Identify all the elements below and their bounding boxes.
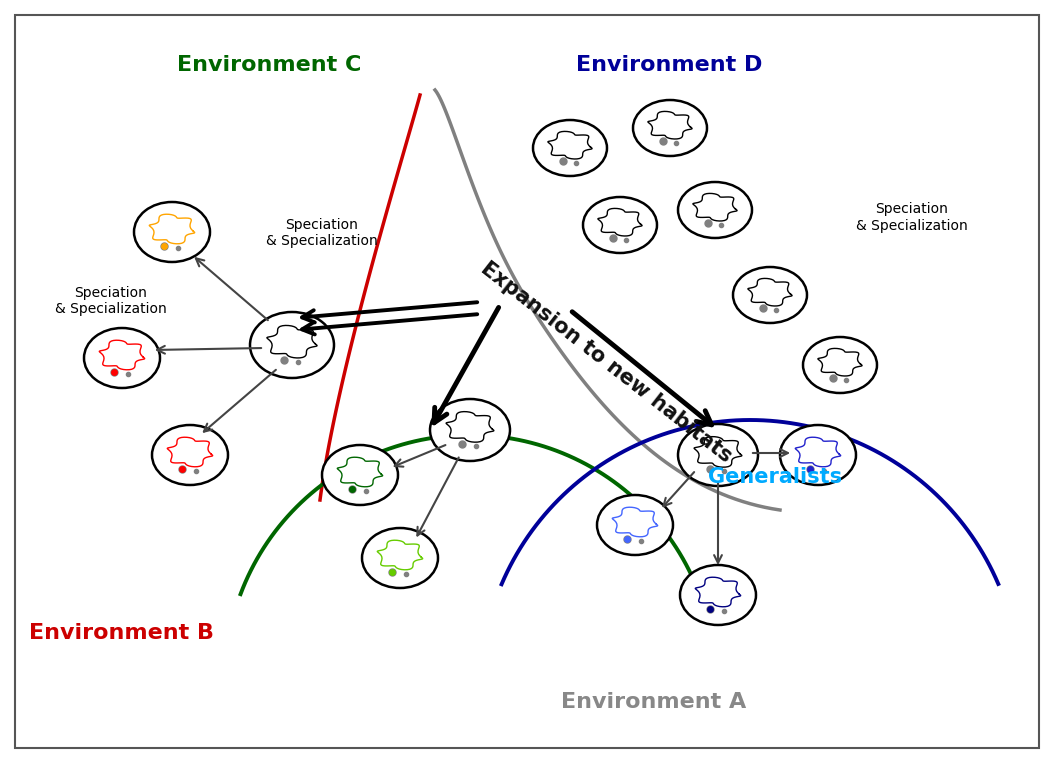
Ellipse shape xyxy=(597,495,674,555)
Ellipse shape xyxy=(430,399,510,461)
Text: Speciation
& Specialization: Speciation & Specialization xyxy=(55,286,167,317)
Text: Expansion to new habitats: Expansion to new habitats xyxy=(476,259,736,466)
Ellipse shape xyxy=(633,100,707,156)
Ellipse shape xyxy=(680,565,756,625)
Ellipse shape xyxy=(323,445,398,505)
Text: Generalists: Generalists xyxy=(707,467,842,487)
Ellipse shape xyxy=(533,120,607,176)
Ellipse shape xyxy=(84,328,160,388)
Text: Environment A: Environment A xyxy=(561,692,746,712)
Text: Environment D: Environment D xyxy=(577,55,762,75)
Ellipse shape xyxy=(803,337,877,393)
Ellipse shape xyxy=(733,267,807,323)
Text: Environment C: Environment C xyxy=(177,55,360,75)
Text: Environment B: Environment B xyxy=(28,623,214,643)
Text: Speciation
& Specialization: Speciation & Specialization xyxy=(266,217,377,248)
Ellipse shape xyxy=(678,182,752,238)
Ellipse shape xyxy=(250,312,334,378)
Ellipse shape xyxy=(678,424,758,486)
Ellipse shape xyxy=(134,202,210,262)
Ellipse shape xyxy=(583,197,657,253)
Text: Speciation
& Specialization: Speciation & Specialization xyxy=(856,202,968,233)
Ellipse shape xyxy=(362,528,438,588)
Ellipse shape xyxy=(152,425,228,485)
Ellipse shape xyxy=(780,425,856,485)
